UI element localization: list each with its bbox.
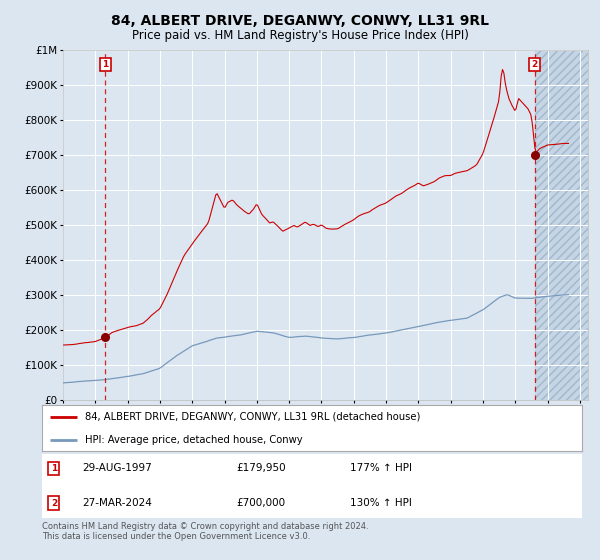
Text: 1: 1: [51, 464, 57, 473]
Bar: [535, 50, 588, 400]
Text: 84, ALBERT DRIVE, DEGANWY, CONWY, LL31 9RL: 84, ALBERT DRIVE, DEGANWY, CONWY, LL31 9…: [111, 14, 489, 28]
Bar: [535, 50, 588, 400]
Text: 29-AUG-1997: 29-AUG-1997: [83, 464, 152, 473]
Text: 1: 1: [102, 60, 109, 69]
Text: 130% ↑ HPI: 130% ↑ HPI: [350, 498, 412, 508]
Text: 27-MAR-2024: 27-MAR-2024: [83, 498, 152, 508]
Text: 2: 2: [51, 499, 57, 508]
Text: 177% ↑ HPI: 177% ↑ HPI: [350, 464, 412, 473]
Text: £179,950: £179,950: [236, 464, 286, 473]
Text: Price paid vs. HM Land Registry's House Price Index (HPI): Price paid vs. HM Land Registry's House …: [131, 29, 469, 42]
Text: £700,000: £700,000: [236, 498, 286, 508]
Text: 2: 2: [532, 60, 538, 69]
Text: 84, ALBERT DRIVE, DEGANWY, CONWY, LL31 9RL (detached house): 84, ALBERT DRIVE, DEGANWY, CONWY, LL31 9…: [85, 412, 421, 422]
Text: HPI: Average price, detached house, Conwy: HPI: Average price, detached house, Conw…: [85, 435, 303, 445]
Text: Contains HM Land Registry data © Crown copyright and database right 2024.
This d: Contains HM Land Registry data © Crown c…: [42, 522, 368, 542]
